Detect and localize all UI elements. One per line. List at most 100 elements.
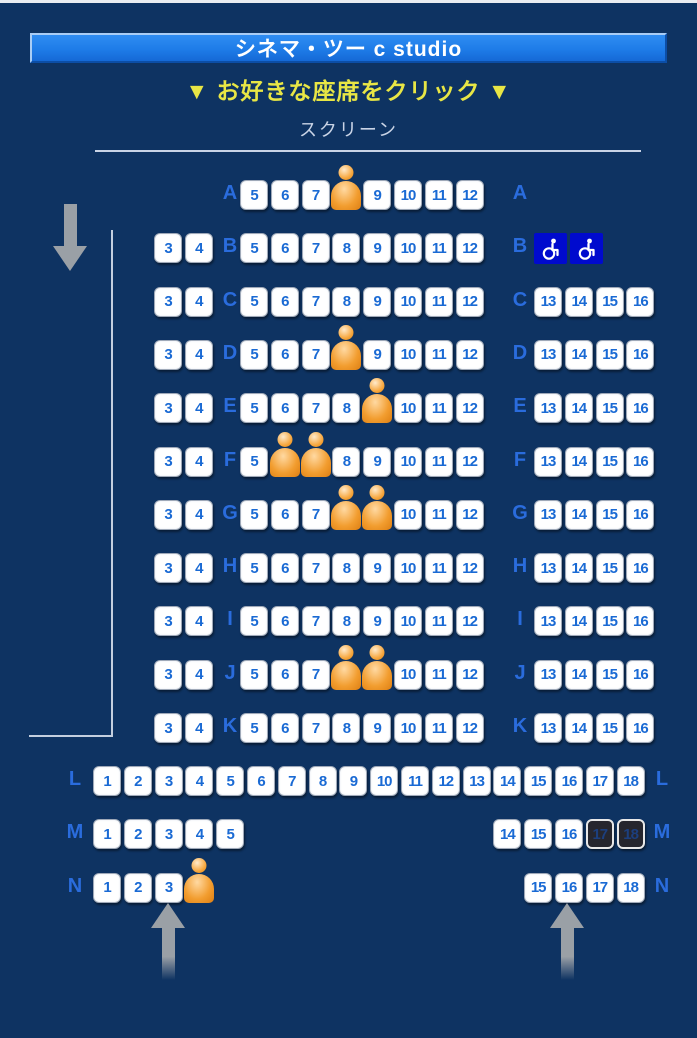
seat-G-5[interactable]: 5 <box>240 499 268 530</box>
seat-A-10[interactable]: 10 <box>394 180 422 210</box>
seat-C-6[interactable]: 6 <box>270 286 299 317</box>
seat-J-6[interactable]: 6 <box>270 659 299 690</box>
seat-M-2[interactable]: 2 <box>123 819 152 850</box>
seat-D-3[interactable]: 3 <box>154 339 182 370</box>
seat-D-12[interactable]: 12 <box>455 339 484 370</box>
seat-N-18[interactable]: 18 <box>616 872 645 903</box>
seat-K-12[interactable]: 12 <box>455 713 484 743</box>
seat-F-11[interactable]: 11 <box>424 446 453 477</box>
seat-C-15[interactable]: 15 <box>595 286 624 317</box>
seat-M-15[interactable]: 15 <box>524 819 553 850</box>
seat-E-16[interactable]: 16 <box>626 393 655 424</box>
seat-H-5[interactable]: 5 <box>240 553 268 584</box>
seat-G-16[interactable]: 16 <box>626 499 655 530</box>
seat-I-12[interactable]: 12 <box>455 606 484 637</box>
seat-H-9[interactable]: 9 <box>363 553 392 584</box>
seat-E-8[interactable]: 8 <box>332 393 361 424</box>
seat-E-6[interactable]: 6 <box>270 393 299 424</box>
seat-B-11[interactable]: 11 <box>424 233 453 264</box>
seat-I-10[interactable]: 10 <box>394 606 422 637</box>
seat-I-7[interactable]: 7 <box>301 606 330 637</box>
seat-L-10[interactable]: 10 <box>370 766 399 796</box>
seat-L-8[interactable]: 8 <box>308 766 337 796</box>
seat-J-10[interactable]: 10 <box>394 659 422 690</box>
seat-N-2[interactable]: 2 <box>123 872 152 903</box>
seat-E-15[interactable]: 15 <box>595 393 624 424</box>
seat-F-14[interactable]: 14 <box>564 446 593 477</box>
seat-E-11[interactable]: 11 <box>424 393 453 424</box>
seat-L-14[interactable]: 14 <box>493 766 522 796</box>
seat-F-8[interactable]: 8 <box>332 446 361 477</box>
seat-F-12[interactable]: 12 <box>455 446 484 477</box>
seat-B-8[interactable]: 8 <box>332 233 361 264</box>
seat-L-6[interactable]: 6 <box>247 766 275 796</box>
seat-I-13[interactable]: 13 <box>534 606 562 637</box>
seat-H-11[interactable]: 11 <box>424 553 453 584</box>
seat-I-5[interactable]: 5 <box>240 606 268 637</box>
seat-I-11[interactable]: 11 <box>424 606 453 637</box>
seat-G-14[interactable]: 14 <box>564 499 593 530</box>
seat-M-16[interactable]: 16 <box>555 819 583 850</box>
seat-D-15[interactable]: 15 <box>595 339 624 370</box>
seat-L-11[interactable]: 11 <box>401 766 429 796</box>
seat-H-7[interactable]: 7 <box>301 553 330 584</box>
seat-B-4[interactable]: 4 <box>184 233 213 264</box>
seat-B-5[interactable]: 5 <box>240 233 268 264</box>
seat-E-5[interactable]: 5 <box>240 393 268 424</box>
seat-G-13[interactable]: 13 <box>534 499 562 530</box>
seat-D-9[interactable]: 9 <box>363 339 392 370</box>
seat-G-6[interactable]: 6 <box>270 499 299 530</box>
seat-J-15[interactable]: 15 <box>595 659 624 690</box>
seat-I-16[interactable]: 16 <box>626 606 655 637</box>
seat-C-11[interactable]: 11 <box>424 286 453 317</box>
seat-K-4[interactable]: 4 <box>184 713 213 743</box>
seat-G-3[interactable]: 3 <box>154 499 182 530</box>
seat-L-15[interactable]: 15 <box>524 766 553 796</box>
seat-F-5[interactable]: 5 <box>240 446 268 477</box>
seat-L-16[interactable]: 16 <box>555 766 583 796</box>
seat-N-17[interactable]: 17 <box>585 872 614 903</box>
seat-L-17[interactable]: 17 <box>585 766 614 796</box>
seat-C-7[interactable]: 7 <box>301 286 330 317</box>
seat-B-6[interactable]: 6 <box>270 233 299 264</box>
seat-H-12[interactable]: 12 <box>455 553 484 584</box>
seat-D-6[interactable]: 6 <box>270 339 299 370</box>
seat-C-9[interactable]: 9 <box>363 286 392 317</box>
seat-B-9[interactable]: 9 <box>363 233 392 264</box>
seat-G-12[interactable]: 12 <box>455 499 484 530</box>
seat-L-9[interactable]: 9 <box>339 766 368 796</box>
seat-D-13[interactable]: 13 <box>534 339 562 370</box>
seat-N-1[interactable]: 1 <box>93 872 121 903</box>
seat-K-14[interactable]: 14 <box>564 713 593 743</box>
seat-E-13[interactable]: 13 <box>534 393 562 424</box>
seat-D-10[interactable]: 10 <box>394 339 422 370</box>
seat-I-15[interactable]: 15 <box>595 606 624 637</box>
seat-F-9[interactable]: 9 <box>363 446 392 477</box>
seat-K-9[interactable]: 9 <box>363 713 392 743</box>
seat-L-18[interactable]: 18 <box>616 766 645 796</box>
seat-J-3[interactable]: 3 <box>154 659 182 690</box>
seat-G-7[interactable]: 7 <box>301 499 330 530</box>
seat-E-14[interactable]: 14 <box>564 393 593 424</box>
seat-A-12[interactable]: 12 <box>455 180 484 210</box>
seat-J-5[interactable]: 5 <box>240 659 268 690</box>
seat-E-12[interactable]: 12 <box>455 393 484 424</box>
seat-C-12[interactable]: 12 <box>455 286 484 317</box>
seat-C-14[interactable]: 14 <box>564 286 593 317</box>
seat-F-13[interactable]: 13 <box>534 446 562 477</box>
seat-L-3[interactable]: 3 <box>154 766 183 796</box>
seat-G-11[interactable]: 11 <box>424 499 453 530</box>
seat-F-3[interactable]: 3 <box>154 446 182 477</box>
seat-L-12[interactable]: 12 <box>431 766 460 796</box>
seat-D-14[interactable]: 14 <box>564 339 593 370</box>
seat-A-9[interactable]: 9 <box>363 180 392 210</box>
seat-I-9[interactable]: 9 <box>363 606 392 637</box>
seat-F-10[interactable]: 10 <box>394 446 422 477</box>
seat-C-8[interactable]: 8 <box>332 286 361 317</box>
seat-A-11[interactable]: 11 <box>424 180 453 210</box>
seat-I-14[interactable]: 14 <box>564 606 593 637</box>
seat-K-16[interactable]: 16 <box>626 713 655 743</box>
seat-L-13[interactable]: 13 <box>462 766 491 796</box>
seat-E-10[interactable]: 10 <box>394 393 422 424</box>
seat-M-3[interactable]: 3 <box>154 819 183 850</box>
